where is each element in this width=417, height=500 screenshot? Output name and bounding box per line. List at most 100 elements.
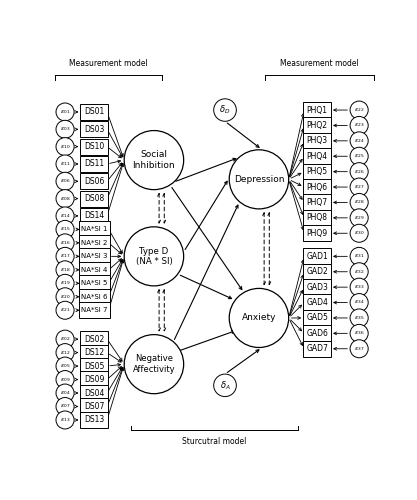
Ellipse shape — [56, 220, 74, 238]
Ellipse shape — [350, 294, 368, 312]
Text: $\varepsilon_{32}$: $\varepsilon_{32}$ — [354, 268, 364, 276]
Ellipse shape — [124, 334, 183, 394]
Text: PHQ2: PHQ2 — [306, 121, 328, 130]
Text: DS08: DS08 — [84, 194, 104, 203]
Ellipse shape — [56, 344, 74, 361]
FancyBboxPatch shape — [303, 102, 331, 118]
FancyBboxPatch shape — [80, 344, 108, 360]
FancyBboxPatch shape — [79, 248, 110, 264]
FancyBboxPatch shape — [303, 118, 331, 134]
FancyBboxPatch shape — [303, 279, 331, 295]
Ellipse shape — [56, 155, 74, 173]
FancyBboxPatch shape — [79, 262, 110, 278]
Text: DS11: DS11 — [84, 160, 104, 168]
Text: NA*SI 5: NA*SI 5 — [81, 280, 107, 286]
Text: $\varepsilon_{36}$: $\varepsilon_{36}$ — [354, 330, 364, 338]
Text: $\varepsilon_{31}$: $\varepsilon_{31}$ — [354, 252, 364, 260]
Text: GAD1: GAD1 — [306, 252, 328, 261]
FancyBboxPatch shape — [80, 208, 108, 224]
Text: NA*SI 7: NA*SI 7 — [81, 307, 108, 313]
Ellipse shape — [56, 120, 74, 138]
Text: $\varepsilon_{24}$: $\varepsilon_{24}$ — [354, 137, 364, 145]
Text: $\varepsilon_{35}$: $\varepsilon_{35}$ — [354, 314, 364, 322]
Text: $\varepsilon_{19}$: $\varepsilon_{19}$ — [60, 280, 70, 287]
Text: $\varepsilon_{03}$: $\varepsilon_{03}$ — [60, 126, 70, 133]
Text: Depression: Depression — [234, 175, 284, 184]
Ellipse shape — [350, 309, 368, 327]
FancyBboxPatch shape — [303, 210, 331, 226]
FancyBboxPatch shape — [79, 302, 110, 318]
Text: $\varepsilon_{05}$: $\varepsilon_{05}$ — [60, 362, 70, 370]
Text: $\varepsilon_{17}$: $\varepsilon_{17}$ — [60, 252, 70, 260]
Text: $\varepsilon_{11}$: $\varepsilon_{11}$ — [60, 160, 70, 168]
FancyBboxPatch shape — [303, 310, 331, 326]
FancyBboxPatch shape — [80, 412, 108, 428]
Text: NA*SI 2: NA*SI 2 — [81, 240, 107, 246]
Text: DS12: DS12 — [84, 348, 104, 357]
Ellipse shape — [56, 411, 74, 429]
Ellipse shape — [56, 288, 74, 306]
Ellipse shape — [56, 138, 74, 156]
Text: PHQ6: PHQ6 — [306, 182, 328, 192]
Text: $\varepsilon_{27}$: $\varepsilon_{27}$ — [354, 183, 364, 191]
FancyBboxPatch shape — [79, 235, 110, 251]
Text: $\varepsilon_{07}$: $\varepsilon_{07}$ — [60, 402, 70, 410]
Text: Sturcutral model: Sturcutral model — [182, 438, 247, 446]
Text: $\varepsilon_{21}$: $\varepsilon_{21}$ — [60, 306, 70, 314]
Text: PHQ7: PHQ7 — [306, 198, 328, 207]
Text: $\varepsilon_{28}$: $\varepsilon_{28}$ — [354, 198, 364, 206]
Text: GAD4: GAD4 — [306, 298, 328, 307]
Text: $\delta_D$: $\delta_D$ — [219, 104, 231, 117]
Ellipse shape — [56, 384, 74, 402]
Text: $\varepsilon_{09}$: $\varepsilon_{09}$ — [60, 376, 70, 384]
FancyBboxPatch shape — [303, 179, 331, 195]
FancyBboxPatch shape — [80, 331, 108, 347]
Ellipse shape — [350, 248, 368, 266]
Ellipse shape — [124, 130, 183, 190]
Ellipse shape — [350, 278, 368, 296]
Text: $\varepsilon_{30}$: $\varepsilon_{30}$ — [354, 230, 364, 237]
Text: NA*SI 4: NA*SI 4 — [81, 267, 107, 273]
Text: Measurement model: Measurement model — [280, 60, 359, 68]
Text: $\varepsilon_{33}$: $\varepsilon_{33}$ — [354, 283, 364, 291]
Text: PHQ4: PHQ4 — [306, 152, 328, 161]
FancyBboxPatch shape — [80, 104, 108, 120]
FancyBboxPatch shape — [79, 275, 110, 291]
FancyBboxPatch shape — [303, 133, 331, 149]
Text: PHQ9: PHQ9 — [306, 229, 328, 238]
Text: GAD2: GAD2 — [306, 267, 328, 276]
FancyBboxPatch shape — [303, 194, 331, 210]
Ellipse shape — [350, 148, 368, 165]
Ellipse shape — [56, 370, 74, 388]
FancyBboxPatch shape — [79, 222, 110, 238]
FancyBboxPatch shape — [303, 264, 331, 280]
Ellipse shape — [56, 357, 74, 375]
Text: $\varepsilon_{04}$: $\varepsilon_{04}$ — [60, 389, 70, 397]
Ellipse shape — [56, 207, 74, 225]
Ellipse shape — [350, 340, 368, 357]
Text: $\varepsilon_{26}$: $\varepsilon_{26}$ — [354, 168, 364, 175]
Ellipse shape — [214, 374, 236, 396]
Text: DS06: DS06 — [84, 177, 104, 186]
Text: DS04: DS04 — [84, 388, 104, 398]
Text: $\delta_A$: $\delta_A$ — [220, 379, 230, 392]
FancyBboxPatch shape — [303, 340, 331, 357]
Text: DS07: DS07 — [84, 402, 104, 411]
Text: $\varepsilon_{34}$: $\varepsilon_{34}$ — [354, 298, 364, 306]
Ellipse shape — [56, 398, 74, 415]
Text: $\varepsilon_{10}$: $\varepsilon_{10}$ — [60, 142, 70, 150]
Ellipse shape — [350, 209, 368, 227]
Text: $\varepsilon_{23}$: $\varepsilon_{23}$ — [354, 122, 364, 130]
Ellipse shape — [350, 324, 368, 342]
Text: $\varepsilon_{13}$: $\varepsilon_{13}$ — [60, 416, 70, 424]
Text: NA*SI 3: NA*SI 3 — [81, 254, 108, 260]
Ellipse shape — [56, 330, 74, 348]
FancyBboxPatch shape — [303, 164, 331, 180]
Ellipse shape — [56, 234, 74, 252]
Ellipse shape — [350, 116, 368, 134]
Text: $\varepsilon_{20}$: $\varepsilon_{20}$ — [60, 293, 70, 300]
Text: PHQ1: PHQ1 — [306, 106, 328, 114]
Ellipse shape — [350, 194, 368, 212]
Ellipse shape — [56, 274, 74, 292]
Ellipse shape — [56, 302, 74, 319]
